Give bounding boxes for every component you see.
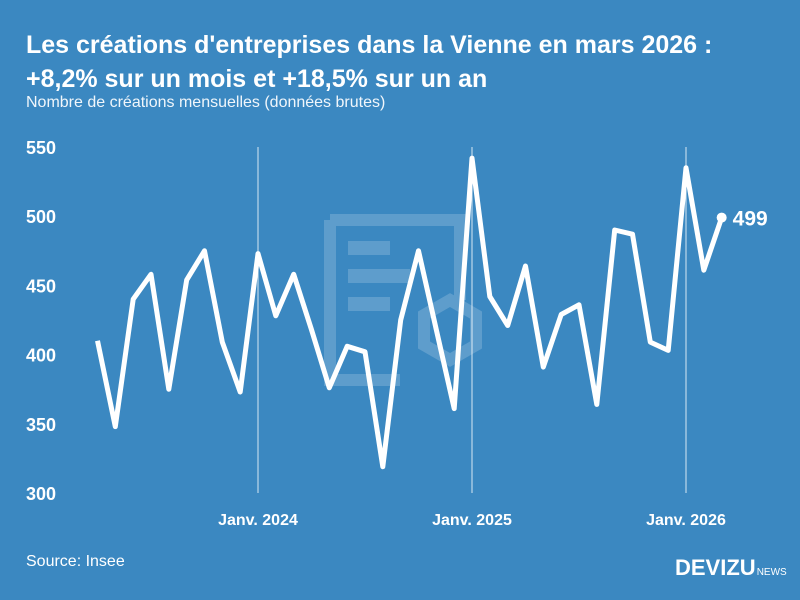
logo-suffix: NEWS	[756, 567, 787, 578]
y-tick-label: 450	[26, 276, 56, 296]
y-tick-label: 500	[26, 207, 56, 227]
source-note: Source: Insee	[26, 553, 125, 570]
watermark-icon	[324, 214, 482, 386]
last-point-marker	[716, 212, 727, 223]
y-tick-label: 350	[26, 415, 56, 435]
logo-main: DEVIZU	[675, 555, 756, 580]
x-tick-label: Janv. 2024	[218, 512, 298, 529]
x-tick-label: Janv. 2025	[432, 512, 512, 529]
title-line-1: Les créations d'entreprises dans la Vien…	[26, 31, 713, 59]
chart-title: Les créations d'entreprises dans la Vien…	[26, 28, 712, 96]
y-tick-label: 300	[26, 484, 56, 504]
y-tick-label: 400	[26, 346, 56, 366]
devizu-logo: DEVIZUNEWS	[675, 555, 787, 581]
x-tick-label: Janv. 2026	[646, 512, 726, 529]
title-line-2: +8,2% sur un mois et +18,5% sur un an	[26, 65, 488, 93]
chart-subtitle: Nombre de créations mensuelles (données …	[26, 94, 386, 111]
last-value-label: 499	[733, 208, 768, 231]
y-tick-label: 550	[26, 138, 56, 158]
series-line	[95, 155, 725, 470]
